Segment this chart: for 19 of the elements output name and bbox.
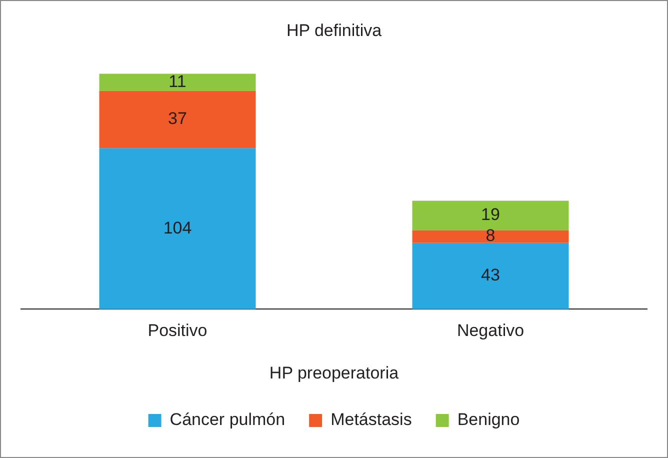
x-axis-title: HP preoperatoria: [269, 363, 400, 382]
x-tick-label: Positivo: [148, 321, 208, 340]
bar: [412, 242, 569, 310]
bar: [412, 230, 569, 243]
bar: [99, 90, 256, 148]
bar: [99, 148, 256, 310]
data-label: 37: [168, 109, 187, 128]
data-label: 104: [163, 218, 192, 238]
data-label: 43: [481, 266, 500, 285]
data-label: 19: [481, 205, 500, 224]
x-tick-label: Negativo: [456, 321, 524, 340]
data-label: 8: [486, 226, 496, 246]
bar: [412, 200, 569, 230]
data-label: 11: [168, 72, 186, 91]
legend-label: Metástasis: [330, 410, 412, 430]
legend-label: Benigno: [457, 410, 520, 430]
legend-label: Cáncer pulmón: [170, 410, 286, 430]
chart-title: HP definitiva: [286, 20, 382, 40]
bar: [99, 74, 256, 91]
